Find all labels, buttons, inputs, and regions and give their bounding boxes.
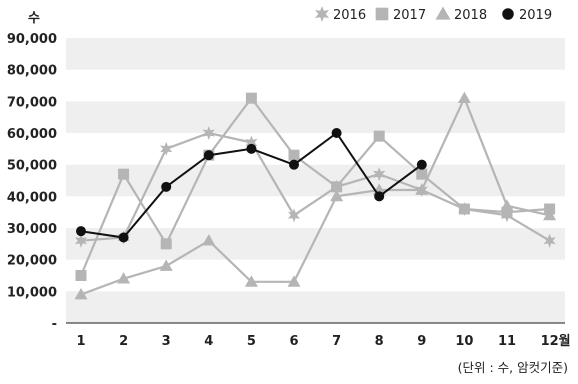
data-point-2019 (118, 232, 129, 243)
data-point-2018 (244, 275, 258, 287)
data-point-2016 (287, 208, 301, 223)
data-point-2018 (500, 199, 514, 211)
legend-marker-2018 (435, 6, 451, 20)
data-point-2017 (75, 270, 87, 281)
data-point-2017 (416, 168, 428, 180)
data-point-2019 (416, 159, 427, 170)
data-point-2017 (118, 168, 130, 180)
data-point-2019 (161, 181, 172, 192)
x-tick-label: 6 (289, 334, 298, 349)
data-point-2017 (245, 92, 257, 104)
data-point-2019 (246, 143, 257, 154)
x-tick-label: 5 (247, 334, 256, 349)
y-tick-label: 50,000 (7, 159, 57, 174)
data-point-2017 (160, 238, 172, 250)
y-tick-label: 20,000 (7, 254, 57, 269)
y-tick-label: 30,000 (7, 222, 57, 237)
series-2018 (74, 91, 557, 300)
legend-label-2017: 2017 (393, 8, 426, 23)
y-tick-label: 70,000 (7, 95, 57, 110)
data-point-2018 (202, 234, 216, 246)
grid-band (66, 291, 565, 323)
y-tick-label: - (52, 317, 57, 332)
data-point-2017 (458, 203, 470, 215)
data-point-2016 (74, 233, 88, 248)
legend-label-2019: 2019 (519, 8, 552, 23)
x-tick-label: 4 (204, 334, 213, 349)
data-point-2019 (203, 150, 214, 161)
x-tick-label: 9 (417, 334, 426, 349)
legend-marker-2019 (502, 8, 514, 20)
x-tick-label: 8 (375, 334, 384, 349)
legend-label-2016: 2016 (333, 8, 366, 23)
data-point-2017 (331, 181, 343, 193)
y-tick-label: 60,000 (7, 127, 57, 142)
data-point-2019 (374, 191, 385, 202)
legend-item-2018: 2018 (435, 6, 487, 23)
data-point-2017 (288, 149, 300, 161)
data-point-2019 (289, 159, 299, 170)
y-axis-ticks: - 10,000 20,000 30,000 40,000 50,000 60,000 70,… (7, 32, 57, 332)
data-point-2017 (373, 130, 385, 142)
data-point-2018 (415, 183, 429, 195)
x-tick-label: 1 (76, 334, 85, 349)
y-tick-label: 80,000 (7, 64, 57, 79)
data-point-2018 (543, 208, 557, 221)
y-axis-label: 수 (28, 11, 40, 26)
legend-item-2017: 2017 (375, 7, 426, 23)
legend-marker-2017 (375, 7, 389, 21)
series-line-2017 (79, 96, 550, 276)
unit-note: (단위 : 수, 암컷기준) (458, 360, 568, 375)
data-point-2018 (159, 259, 173, 271)
x-tick-label: 10 (455, 334, 473, 349)
legend-item-2019: 2019 (502, 8, 552, 23)
grid-band (66, 38, 565, 70)
data-point-2018 (117, 272, 131, 284)
grid-bands (66, 38, 565, 323)
data-point-2016 (202, 126, 215, 140)
x-tick-label: 7 (332, 334, 341, 349)
x-tick-label: 3 (162, 334, 171, 349)
x-tick-label: 12월 (541, 333, 571, 349)
x-axis-ticks: 1 2 3 4 5 6 7 8 9 10 11 12월 (76, 333, 570, 349)
data-point-2019 (331, 128, 342, 138)
y-tick-label: 90,000 (7, 32, 57, 47)
data-point-2019 (76, 226, 86, 237)
data-point-2016 (160, 141, 173, 156)
grid-band (66, 228, 565, 260)
grid-band (66, 164, 565, 197)
x-tick-label: 2 (119, 334, 128, 349)
legend: 2016 2017 2018 2019 (315, 6, 552, 23)
series-group (74, 91, 557, 300)
data-point-2018 (74, 288, 88, 300)
y-tick-label: 10,000 (7, 285, 57, 300)
series-line-2018 (80, 95, 550, 296)
data-point-2016 (543, 233, 556, 248)
data-point-2017 (501, 206, 513, 218)
series-2019 (76, 128, 427, 243)
x-tick-label: 11 (498, 334, 516, 349)
data-point-2018 (457, 91, 471, 104)
legend-label-2018: 2018 (454, 8, 487, 23)
legend-item-2016: 2016 (315, 6, 366, 23)
y-tick-label: 40,000 (7, 190, 57, 205)
legend-marker-2016 (315, 6, 329, 22)
data-point-2018 (287, 275, 301, 287)
grid-band (66, 101, 565, 133)
data-point-2018 (330, 189, 344, 202)
data-point-2016 (373, 167, 386, 182)
data-point-2016 (245, 135, 258, 150)
